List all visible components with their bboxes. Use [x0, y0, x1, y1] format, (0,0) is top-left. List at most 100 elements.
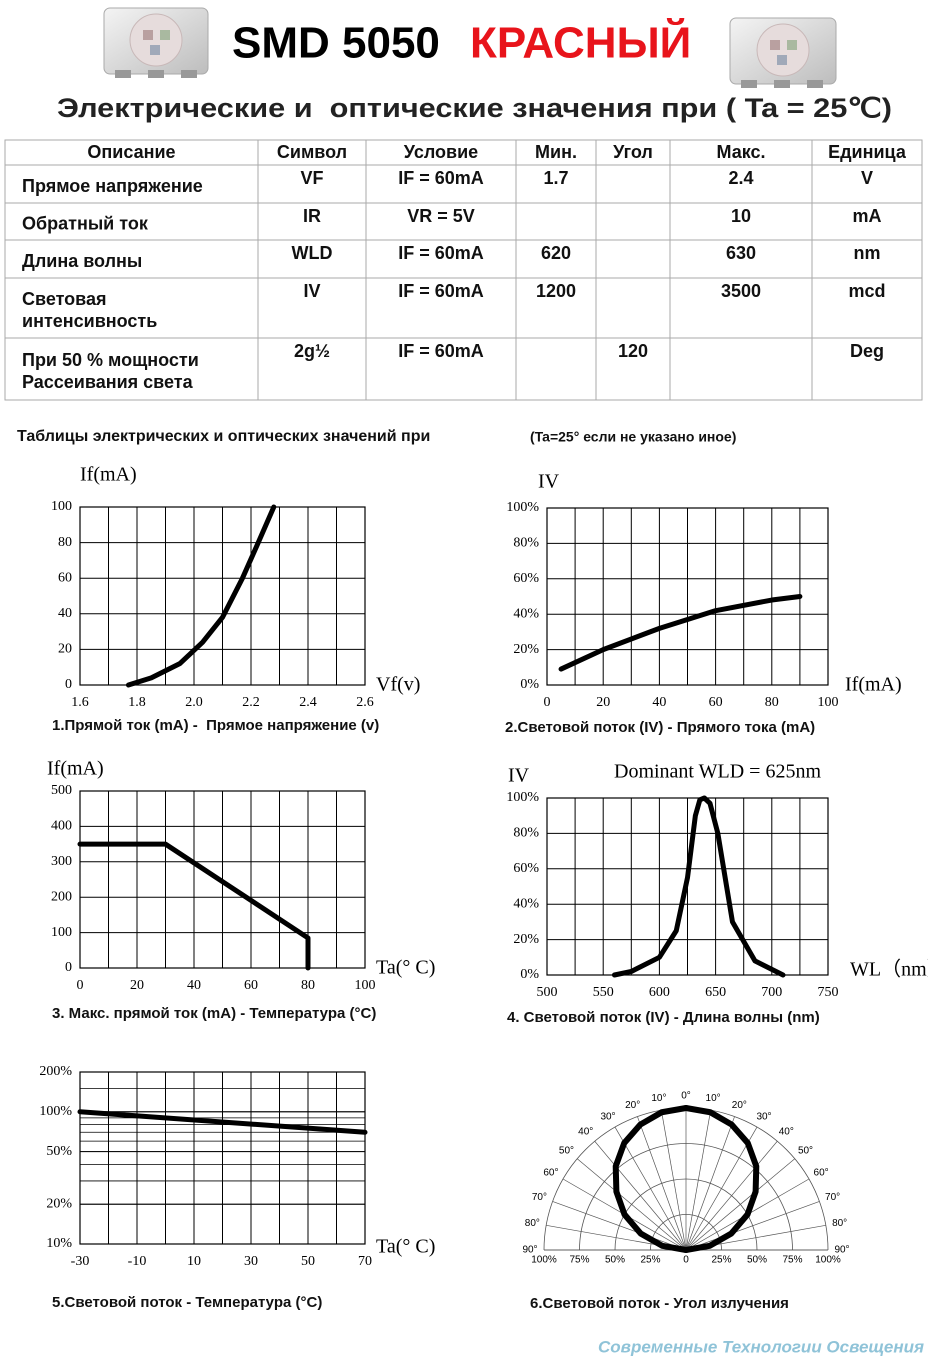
section-note: (Ta=25° если не указано иное) — [530, 429, 736, 445]
x-tick-label: 2.0 — [185, 695, 203, 710]
y-tick-label: 60% — [513, 571, 539, 586]
chart-title: 1.Прямой ток (mA) - Прямое напряжение (v… — [52, 717, 379, 734]
table-cell: IF = 60mA — [398, 243, 484, 263]
chart-title: 2.Световой поток (IV) - Прямого тока (mA… — [505, 719, 815, 736]
y-axis-label: IV — [508, 765, 530, 787]
grid-spoke — [685, 1158, 796, 1251]
table-cell: IF = 60mA — [398, 341, 484, 361]
y-tick-label: 100% — [506, 500, 539, 515]
r-tick-label: 100% — [531, 1255, 557, 1266]
y-tick-label: 50% — [46, 1144, 72, 1159]
y-tick-label: 100% — [506, 790, 539, 805]
table-cell: 620 — [541, 243, 571, 263]
x-tick-label: 20 — [130, 978, 144, 993]
y-tick-label: 100 — [51, 499, 72, 514]
grid-spoke — [685, 1126, 758, 1251]
y-axis-label: If(mA) — [80, 464, 137, 486]
table-cell: IF = 60mA — [398, 281, 484, 301]
y-tick-label: 20% — [46, 1196, 72, 1211]
angle-tick-label: 70° — [825, 1192, 840, 1203]
angle-tick-label: 20° — [732, 1100, 747, 1111]
angle-tick-label: 40° — [578, 1127, 593, 1138]
chart-title: 6.Световой поток - Угол излучения — [530, 1295, 789, 1312]
y-tick-label: 500 — [51, 783, 72, 798]
y-tick-label: 0 — [65, 677, 72, 692]
y-tick-label: 20% — [513, 932, 539, 947]
table-cell: IR — [303, 206, 321, 226]
y-tick-label: 40% — [513, 896, 539, 911]
table-cell: V — [861, 168, 873, 188]
section-title: Таблицы электрических и оптических значе… — [17, 428, 430, 445]
chart-title: 5.Световой поток - Температура (°C) — [52, 1294, 322, 1311]
grid-spoke — [576, 1158, 687, 1251]
x-tick-label: 70 — [358, 1254, 372, 1269]
grid-spoke — [685, 1201, 820, 1251]
plot-frame — [546, 797, 829, 976]
y-tick-label: 40% — [513, 606, 539, 621]
data-line — [77, 1109, 368, 1135]
table-cell: Длина волны — [22, 251, 142, 271]
led-image — [729, 17, 837, 88]
table-cell: Световая интенсивность — [22, 289, 157, 331]
x-tick-label: 50 — [301, 1254, 315, 1269]
data-line — [558, 594, 803, 672]
y-tick-label: 60% — [513, 861, 539, 876]
x-axis-label: If(mA) — [845, 674, 902, 696]
table-header: Символ — [277, 142, 347, 162]
y-tick-label: 100% — [39, 1104, 72, 1119]
data-line — [611, 795, 786, 978]
y-tick-label: 20 — [58, 642, 72, 657]
footer: Современные Технологии Освещения — [598, 1337, 924, 1356]
angle-tick-label: 90° — [834, 1245, 849, 1256]
grid-spoke — [660, 1110, 687, 1251]
grid-spoke — [552, 1201, 687, 1251]
table-header: Угол — [613, 142, 653, 162]
r-tick-label: 100% — [815, 1255, 841, 1266]
x-tick-label: 600 — [649, 985, 670, 1000]
r-tick-label: 50% — [747, 1255, 767, 1266]
angle-tick-label: 90° — [522, 1245, 537, 1256]
table-cell: 10 — [731, 206, 751, 226]
angle-tick-label: 20° — [625, 1100, 640, 1111]
r-tick-label: 75% — [569, 1255, 589, 1266]
y-tick-label: 300 — [51, 854, 72, 869]
grid-spoke — [685, 1140, 778, 1251]
table-cell: IV — [303, 281, 320, 301]
table-header: Единица — [828, 142, 907, 162]
r-tick-label: 25% — [640, 1255, 660, 1266]
plot-frame — [79, 506, 366, 686]
grid-spoke — [637, 1116, 687, 1251]
table-cell: 2.4 — [728, 168, 753, 188]
led-image — [103, 7, 209, 78]
table-cell: VR = 5V — [407, 206, 475, 226]
x-tick-label: 2.6 — [356, 695, 374, 710]
table-header: Мин. — [535, 142, 577, 162]
angle-tick-label: 40° — [779, 1127, 794, 1138]
table-cell: VF — [300, 168, 323, 188]
table-cell: nm — [854, 243, 881, 263]
angle-tick-label: 0° — [681, 1091, 691, 1102]
table-header: Описание — [87, 142, 175, 162]
x-axis-label: Vf(v) — [376, 674, 420, 696]
x-tick-label: -10 — [128, 1254, 147, 1269]
table-cell: 1200 — [536, 281, 576, 301]
x-tick-label: 1.6 — [71, 695, 89, 710]
x-axis-label: Ta(° C) — [376, 1236, 435, 1258]
x-tick-label: 650 — [705, 985, 726, 1000]
angle-tick-label: 10° — [706, 1093, 721, 1104]
x-axis-label: Ta(° C) — [376, 957, 435, 979]
angle-tick-label: 50° — [559, 1146, 574, 1157]
y-tick-label: 60 — [58, 570, 72, 585]
x-tick-label: 0 — [77, 978, 84, 993]
x-tick-label: 700 — [761, 985, 782, 1000]
y-tick-label: 0 — [65, 960, 72, 975]
grid-spoke — [685, 1110, 712, 1251]
r-tick-label: 0 — [683, 1255, 689, 1266]
table-frame — [4, 139, 923, 401]
table-cell: Прямое напряжение — [22, 176, 203, 196]
y-tick-label: 0% — [520, 967, 539, 982]
y-axis-label: If(mA) — [47, 758, 104, 780]
x-tick-label: -30 — [71, 1254, 90, 1269]
y-tick-label: 400 — [51, 819, 72, 834]
